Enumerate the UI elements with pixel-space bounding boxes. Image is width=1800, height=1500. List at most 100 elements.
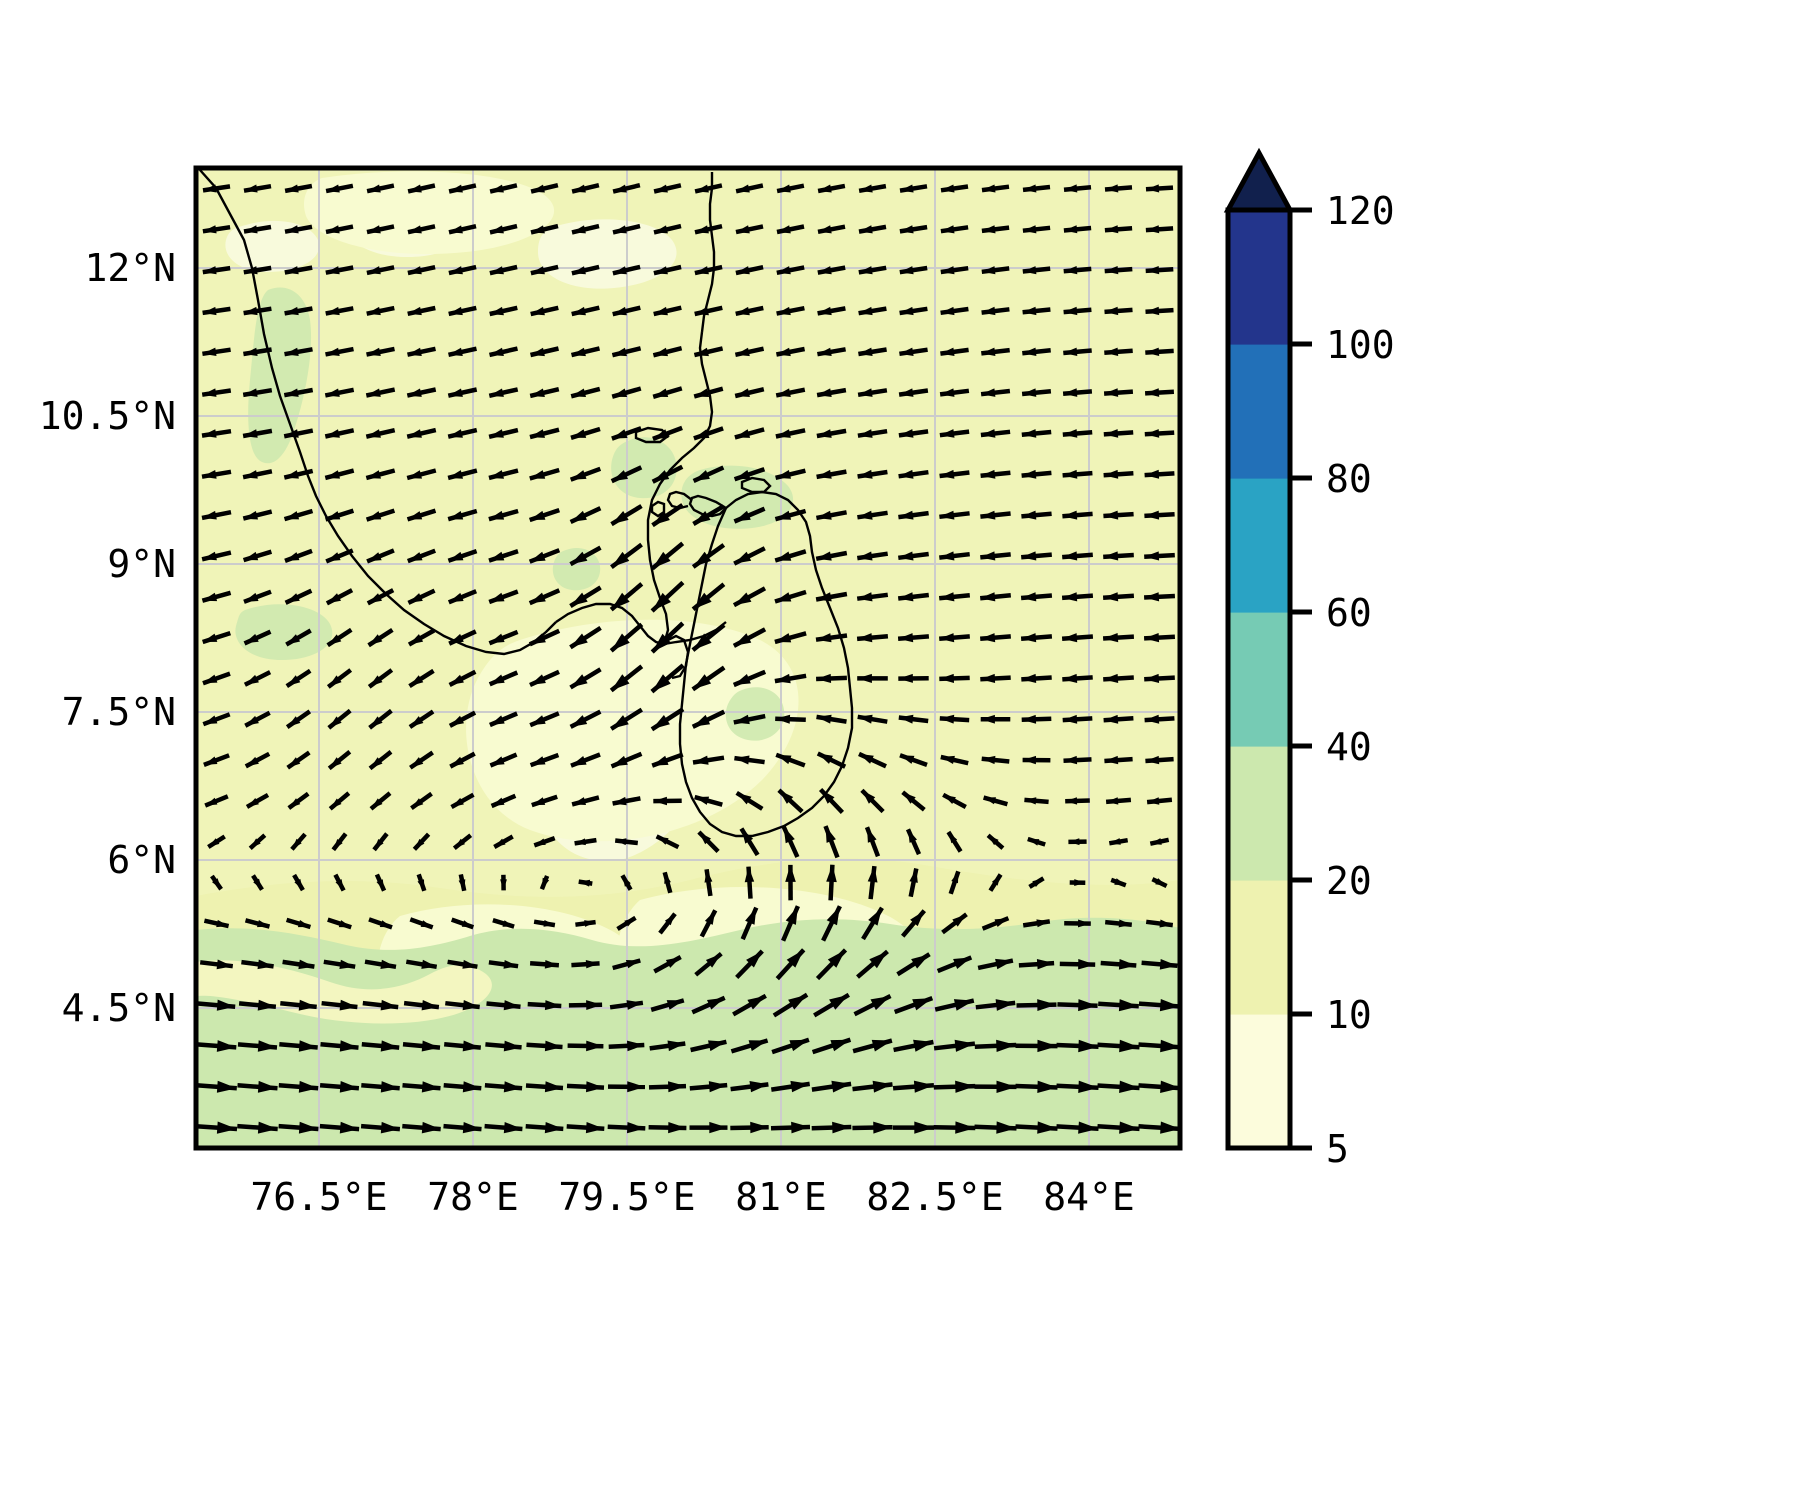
wind-arrow-head [414,838,425,850]
wind-arrow-head [202,510,217,520]
colorbar-ticklabel: 120 [1326,189,1395,233]
wind-arrow-head [709,1121,728,1134]
wind-arrow-head [733,633,752,646]
coast-inner-lagoon [667,634,690,680]
wind-arrow-head [996,1039,1017,1052]
wind-arrow-head [816,469,832,479]
wind-arrow-head [913,1080,934,1093]
wind-arrow-head [325,429,340,438]
wind-arrow-head [1104,347,1119,356]
wind-arrow-head [817,388,832,397]
colorbar-segment [1228,612,1290,747]
wind-arrow-head [1103,429,1119,438]
wind-arrow-head [202,225,217,234]
wind-arrow-head [1103,714,1119,724]
wind-arrow-head [749,1081,769,1093]
wind-arrow-head [1144,429,1160,438]
wind-arrow-head [409,675,424,687]
wind-arrow-head [449,225,463,234]
wind-arrow-head [859,225,873,234]
wind-arrow-head [298,999,317,1011]
wind-arrow-head [570,510,587,522]
wind-arrow-head [325,470,340,479]
wind-arrow-head [380,1040,400,1052]
wind-arrow-head [366,266,381,275]
coast-west-india [199,169,557,656]
colorbar-segment [1228,344,1290,479]
wind-arrow-head [488,510,505,520]
wind-arrow-head [652,429,669,439]
wind-arrow-head [652,755,669,766]
wind-arrow-head [408,225,422,234]
xtick-0: 76.5°E [250,1175,387,1219]
wind-arrow-head [707,997,725,1010]
wind-arrow-head [454,838,465,849]
wind-arrow-head [612,347,627,357]
wind-arrow-head [449,184,463,193]
wind-arrow-head [612,306,627,316]
wind-arrow-head [981,755,996,765]
coast-point-calimere [634,426,670,444]
wind-arrow-head [953,999,974,1011]
wind-arrow-head [298,1040,318,1052]
wind-arrow-head [534,838,546,846]
wind-arrow-head [693,551,712,567]
wind-arrow-head [826,864,837,883]
wind-arrow-head [1160,1039,1180,1053]
wind-arrow-head [666,1000,684,1010]
wind-arrow-head [1037,1039,1058,1053]
wind-arrow-head [417,879,425,891]
wind-arrow-head [653,266,668,275]
wind-arrow-head [830,1039,851,1052]
wind-arrow-head [857,633,873,643]
wind-arrow-head [243,551,259,561]
wind-arrow-head [285,225,299,234]
wind-arrow-head [857,551,873,561]
wind-arrow-head [909,868,918,883]
wind-arrow-head [786,949,804,968]
wind-arrow-head [380,959,396,969]
wind-arrow-head [529,470,546,479]
wind-arrow-head [831,1080,852,1093]
wind-arrow-head [1021,469,1037,479]
wind-arrow-head [1146,184,1160,193]
wind-arrow-head [858,388,873,397]
wind-arrow-head [817,753,833,764]
wind-arrow-head [329,757,342,769]
wind-arrow-head [747,995,766,1010]
wind-arrow-head [733,674,751,685]
wind-arrow-head [1155,878,1167,886]
wind-arrow-head [284,306,299,316]
wind-arrow-head [1144,673,1160,683]
wind-arrow-head [288,798,301,809]
wind-arrow-head [202,429,217,438]
wind-arrow-head [981,388,996,397]
wind-arrow-head [529,592,546,604]
wind-arrow-head [668,1081,686,1093]
wind-arrow-head [939,714,955,724]
wind-arrow-head [586,1000,603,1010]
wind-arrow-head [611,715,629,729]
wind-arrow-head [1037,1080,1058,1093]
wind-arrow-head [544,1040,563,1052]
wind-arrow-head [572,184,586,193]
wind-arrow-head [449,674,464,685]
wind-arrow-head [1078,1039,1099,1053]
wind-arrow-head [244,225,258,234]
map-gridlines [196,168,1180,1148]
wind-arrow-head [776,266,791,275]
wind-arrow-head [940,225,955,234]
wind-arrow-head [369,716,383,728]
wind-arrow-head [627,1081,645,1093]
wind-arrow-head [775,429,791,438]
wind-arrow-head [859,184,873,193]
colorbar[interactable]: 5 10 20 40 60 80 100 120 [1223,147,1395,1171]
wind-arrow-head [298,959,315,970]
wind-arrow-head [899,225,914,234]
wind-arrow-head [857,469,873,479]
wind-arrow-head [982,184,996,193]
wind-arrow-head [244,592,259,602]
wind-arrow-head [654,225,668,234]
wind-arrow-head [216,1040,237,1052]
wind-arrow-head [503,1040,522,1052]
